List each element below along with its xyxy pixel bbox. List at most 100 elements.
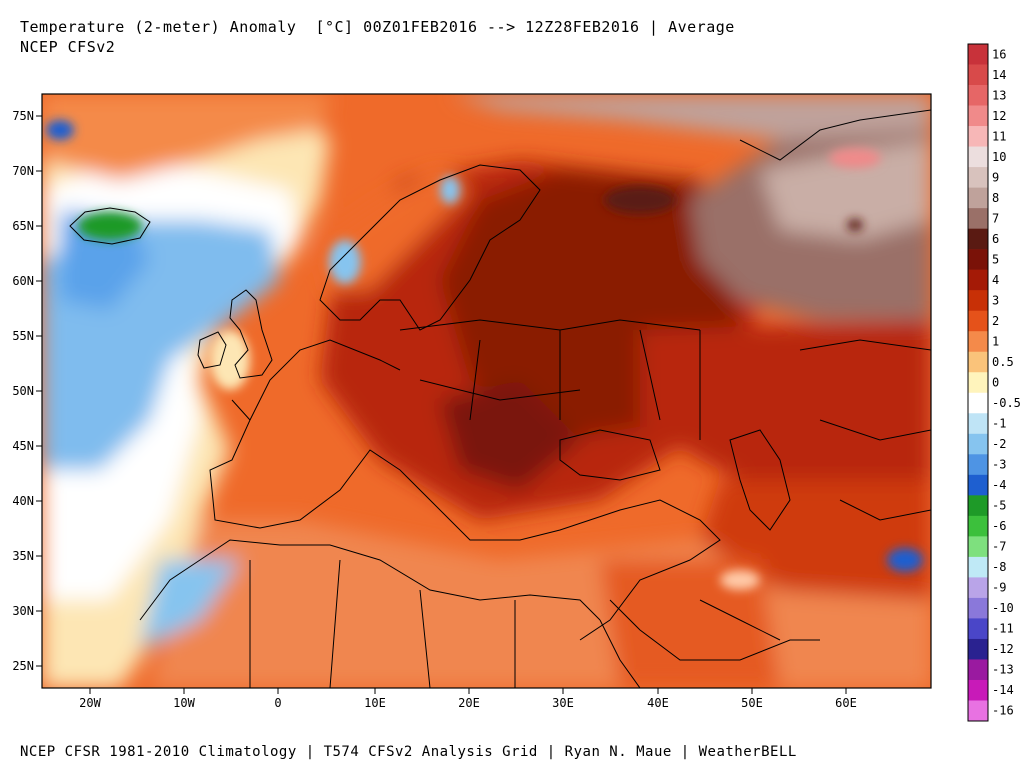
colorbar-label: 2 bbox=[992, 314, 999, 328]
colorbar-swatch bbox=[968, 679, 988, 701]
colorbar-swatch bbox=[968, 454, 988, 476]
colorbar-swatch bbox=[968, 351, 988, 373]
colorbar-label: 4 bbox=[992, 273, 999, 287]
lat-tick: 55N bbox=[12, 329, 42, 343]
colorbar-swatch bbox=[968, 597, 988, 619]
lat-label-55n: 55N bbox=[12, 329, 34, 343]
colorbar-label: -16 bbox=[992, 704, 1014, 718]
colorbar-label: -12 bbox=[992, 642, 1014, 656]
lat-label-75n: 75N bbox=[12, 109, 34, 123]
colorbar-label: 9 bbox=[992, 170, 999, 184]
colorbar-label: 1 bbox=[992, 334, 999, 348]
colorbar-label: -1 bbox=[992, 417, 1006, 431]
colorbar-swatch bbox=[968, 638, 988, 660]
lat-label-35n: 35N bbox=[12, 549, 34, 563]
colorbar-label: -2 bbox=[992, 437, 1006, 451]
lat-label-60n: 60N bbox=[12, 274, 34, 288]
colorbar-swatch bbox=[968, 228, 988, 250]
lat-tick: 75N bbox=[12, 109, 42, 123]
colorbar-swatch bbox=[968, 269, 988, 291]
colorbar-label: 12 bbox=[992, 109, 1006, 123]
colorbar-label: -14 bbox=[992, 683, 1014, 697]
colorbar-label: -10 bbox=[992, 601, 1014, 615]
colorbar-label: 14 bbox=[992, 68, 1006, 82]
lon-tick: 20E bbox=[458, 688, 480, 710]
lon-tick: 30E bbox=[552, 688, 574, 710]
colorbar-label: -9 bbox=[992, 581, 1006, 595]
lon-label-10e: 10E bbox=[364, 696, 386, 710]
lon-label-20e: 20E bbox=[458, 696, 480, 710]
colorbar-label: -8 bbox=[992, 560, 1006, 574]
anomaly-field bbox=[42, 94, 931, 688]
colorbar-label: -0.5 bbox=[992, 396, 1021, 410]
lon-label-10w: 10W bbox=[173, 696, 195, 710]
colorbar-label: -4 bbox=[992, 478, 1006, 492]
lat-label-30n: 30N bbox=[12, 604, 34, 618]
colorbar-label: -13 bbox=[992, 663, 1014, 677]
lon-tick: 60E bbox=[835, 688, 857, 710]
colorbar-swatch bbox=[968, 44, 988, 65]
map-footer-credits: NCEP CFSR 1981-2010 Climatology | T574 C… bbox=[20, 744, 797, 760]
lon-tick: 40E bbox=[647, 688, 669, 710]
colorbar-swatch bbox=[968, 474, 988, 496]
colorbar-legend: 16 14 13 12 11 10 9 8 7 6 5 4 3 2 1 0.5 0 -0.5 -1 -2 -3 -4 -5 -… bbox=[967, 43, 1021, 722]
colorbar-swatch bbox=[968, 249, 988, 270]
lat-tick: 40N bbox=[12, 494, 42, 508]
lon-label-20w: 20W bbox=[79, 696, 101, 710]
lat-tick: 45N bbox=[12, 439, 42, 453]
colorbar-swatch bbox=[968, 64, 988, 86]
colorbar-swatch bbox=[968, 700, 988, 722]
lat-label-40n: 40N bbox=[12, 494, 34, 508]
lon-label-30e: 30E bbox=[552, 696, 574, 710]
lon-label-40e: 40E bbox=[647, 696, 669, 710]
lat-tick: 30N bbox=[12, 604, 42, 618]
map-subtitle: NCEP CFSv2 bbox=[20, 38, 116, 56]
colorbar-swatch bbox=[968, 290, 988, 311]
lat-label-65n: 65N bbox=[12, 219, 34, 233]
colorbar-swatch bbox=[968, 515, 988, 537]
lon-label-50e: 50E bbox=[741, 696, 763, 710]
colorbar-swatch bbox=[968, 433, 988, 455]
lon-tick: 50E bbox=[741, 688, 763, 710]
lat-tick: 70N bbox=[12, 164, 42, 178]
colorbar-label: -7 bbox=[992, 540, 1006, 554]
coastlines bbox=[69, 109, 931, 688]
lon-tick: 10W bbox=[173, 688, 196, 710]
colorbar-label: 6 bbox=[992, 232, 999, 246]
colorbar-swatch bbox=[968, 331, 988, 353]
colorbar-frame bbox=[967, 43, 989, 722]
colorbar-label: 13 bbox=[992, 88, 1006, 102]
lat-label-50n: 50N bbox=[12, 384, 34, 398]
colorbar-swatch bbox=[968, 372, 988, 394]
colorbar-label: -11 bbox=[992, 622, 1014, 636]
colorbar-label: 10 bbox=[992, 150, 1006, 164]
lon-label-60e: 60E bbox=[835, 696, 857, 710]
colorbar-label: 11 bbox=[992, 129, 1006, 143]
lat-label-70n: 70N bbox=[12, 164, 34, 178]
colorbar-swatch bbox=[968, 413, 988, 435]
colorbar-label: 16 bbox=[992, 47, 1006, 61]
colorbar-swatch bbox=[968, 556, 988, 578]
colorbar-label: 8 bbox=[992, 191, 999, 205]
colorbar-label: 3 bbox=[992, 293, 999, 307]
lat-tick: 50N bbox=[12, 384, 42, 398]
colorbar-swatch bbox=[968, 310, 988, 332]
colorbar-swatch bbox=[968, 495, 988, 517]
colorbar-swatch bbox=[968, 85, 988, 106]
colorbar-swatch bbox=[968, 187, 988, 209]
lon-label-0: 0 bbox=[274, 696, 281, 710]
colorbar-label: 0 bbox=[992, 376, 999, 390]
colorbar-label: -5 bbox=[992, 499, 1006, 513]
lat-label-25n: 25N bbox=[12, 659, 34, 673]
colorbar-swatch bbox=[968, 618, 988, 640]
colorbar-label: 5 bbox=[992, 252, 999, 266]
colorbar-swatch bbox=[968, 105, 988, 127]
colorbar-swatch bbox=[968, 659, 988, 681]
colorbar-swatch bbox=[968, 146, 988, 168]
colorbar-swatch bbox=[968, 167, 988, 188]
colorbar-swatch bbox=[968, 392, 988, 414]
lat-tick: 60N bbox=[12, 274, 42, 288]
lat-label-45n: 45N bbox=[12, 439, 34, 453]
colorbar-label: 7 bbox=[992, 211, 999, 225]
